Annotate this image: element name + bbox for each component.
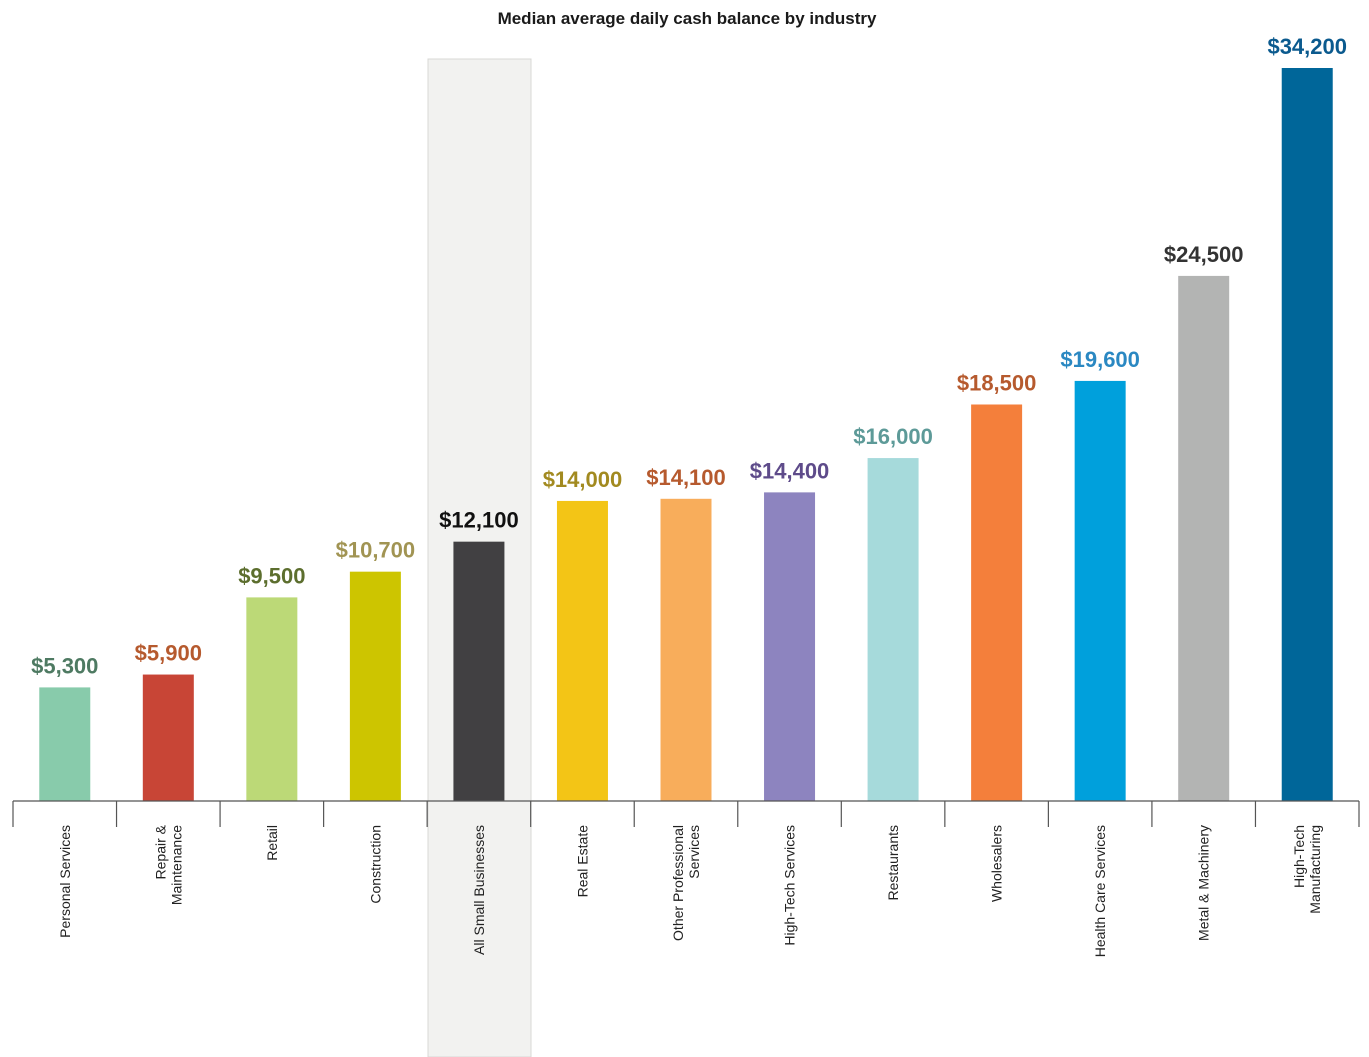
bar — [1281, 68, 1333, 801]
value-label: $5,900 — [135, 641, 202, 666]
value-label: $5,300 — [31, 653, 98, 678]
category-label: Repair &Maintenance — [152, 824, 184, 905]
category-label: Metal & Machinery — [1196, 825, 1212, 941]
category-label: Real Estate — [574, 825, 590, 898]
category-label: High-Tech Services — [782, 825, 798, 946]
category-label: Wholesalers — [989, 825, 1005, 902]
value-label: $14,400 — [750, 458, 830, 483]
bar — [764, 492, 816, 801]
bars-layer — [39, 68, 1333, 801]
category-label: High-TechManufacturing — [1291, 825, 1323, 914]
value-label: $10,700 — [336, 538, 416, 563]
value-label: $18,500 — [957, 370, 1037, 395]
bar — [142, 674, 194, 801]
bar — [1178, 275, 1230, 801]
category-label: Personal Services — [57, 825, 73, 938]
bar — [1074, 380, 1126, 801]
value-label: $14,100 — [646, 465, 726, 490]
chart-title: Median average daily cash balance by ind… — [498, 9, 877, 28]
bar — [867, 458, 919, 801]
bar — [349, 571, 401, 801]
bar — [453, 541, 505, 801]
value-label: $16,000 — [853, 424, 933, 449]
category-label: Health Care Services — [1092, 825, 1108, 957]
category-label: Construction — [367, 825, 383, 904]
value-label: $24,500 — [1164, 242, 1244, 267]
bar — [971, 404, 1023, 801]
value-label: $12,100 — [439, 508, 519, 533]
category-label: All Small Businesses — [471, 825, 487, 955]
category-label: Other ProfessionalServices — [670, 825, 702, 941]
x-axis-ticks — [12, 801, 1360, 827]
category-label: Retail — [264, 825, 280, 861]
bar — [39, 687, 91, 801]
value-label: $9,500 — [238, 563, 305, 588]
value-label: $19,600 — [1060, 347, 1140, 372]
bar — [556, 500, 608, 801]
category-labels: Personal Services Repair &Maintenance Reta… — [57, 824, 1323, 957]
category-label: Restaurants — [885, 825, 901, 900]
bar — [660, 498, 712, 801]
value-labels-layer: $5,300 $5,900 $9,500 $10,700 $12,100 $14,000 $… — [31, 34, 1347, 678]
bar — [246, 597, 298, 801]
value-label: $34,200 — [1267, 34, 1347, 59]
value-label: $14,000 — [543, 467, 623, 492]
